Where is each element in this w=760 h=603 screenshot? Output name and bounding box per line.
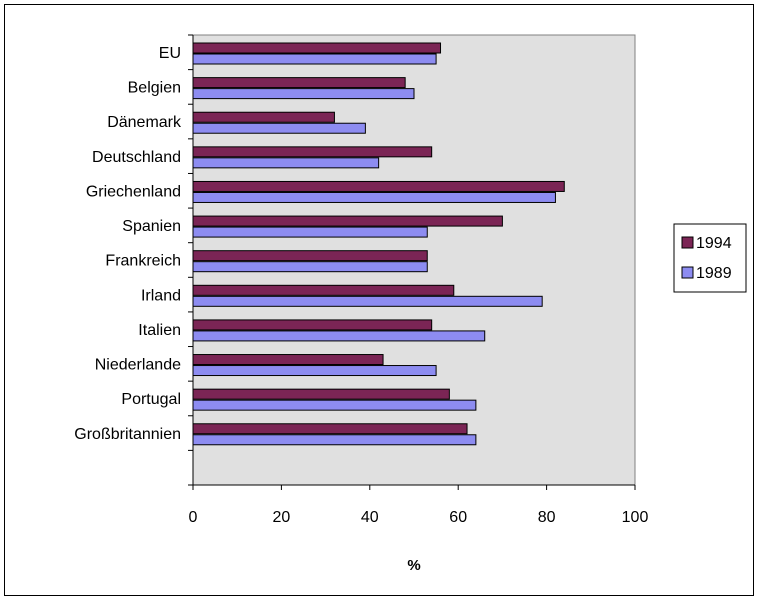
x-axis-title: % — [407, 557, 420, 574]
bar-1989-spanien — [192, 226, 428, 238]
y-tick-label: Portugal — [121, 391, 181, 408]
bar-1994-dänemark — [192, 111, 335, 123]
x-tick-label: 0 — [189, 509, 198, 526]
x-tick-label: 40 — [361, 509, 379, 526]
bar-1994-belgien — [192, 77, 406, 89]
bar-1989-portugal — [192, 399, 477, 411]
bar-1994-frankreich — [192, 250, 428, 262]
bar-1994-portugal — [192, 388, 450, 400]
y-tick-label: Frankreich — [105, 253, 181, 270]
bar-1989-eu — [192, 53, 437, 65]
y-tick-label: Belgien — [128, 80, 181, 97]
legend-label-1989: 1989 — [696, 265, 732, 282]
bar-1989-italien — [192, 330, 486, 342]
legend-swatch-1994 — [681, 236, 694, 249]
bar-1994-griechenland — [192, 180, 565, 192]
x-tick-label: 80 — [538, 509, 556, 526]
bar-1989-niederlande — [192, 365, 437, 377]
legend — [673, 223, 747, 293]
legend-label-1994: 1994 — [696, 235, 732, 252]
bar-1989-dänemark — [192, 122, 366, 134]
y-tick-label: Spanien — [122, 218, 181, 235]
bar-1989-großbritannien — [192, 434, 477, 446]
y-tick-label: Irland — [141, 287, 181, 304]
bar-1994-spanien — [192, 215, 503, 227]
bar-1994-irland — [192, 284, 455, 296]
y-tick-label: Großbritannien — [74, 426, 181, 443]
bar-1989-irland — [192, 295, 543, 307]
x-tick-label: 20 — [273, 509, 291, 526]
bar-1994-deutschland — [192, 146, 433, 158]
bar-1989-frankreich — [192, 261, 428, 273]
x-tick-label: 100 — [622, 509, 649, 526]
bar-1989-deutschland — [192, 157, 380, 169]
y-tick-label: Niederlande — [95, 357, 181, 374]
y-tick-label: Griechenland — [86, 183, 181, 200]
bar-1989-griechenland — [192, 191, 556, 203]
bar-1994-eu — [192, 42, 442, 54]
legend-swatch-1989 — [681, 266, 694, 279]
bar-1994-großbritannien — [192, 423, 468, 435]
x-tick-label: 60 — [449, 509, 467, 526]
bar-1994-italien — [192, 319, 433, 331]
y-tick-label: Deutschland — [92, 149, 181, 166]
y-tick-label: Dänemark — [107, 114, 182, 131]
y-tick-label: Italien — [138, 322, 181, 339]
bar-1989-belgien — [192, 88, 415, 100]
y-tick-label: EU — [159, 45, 181, 62]
bar-1994-niederlande — [192, 354, 384, 366]
